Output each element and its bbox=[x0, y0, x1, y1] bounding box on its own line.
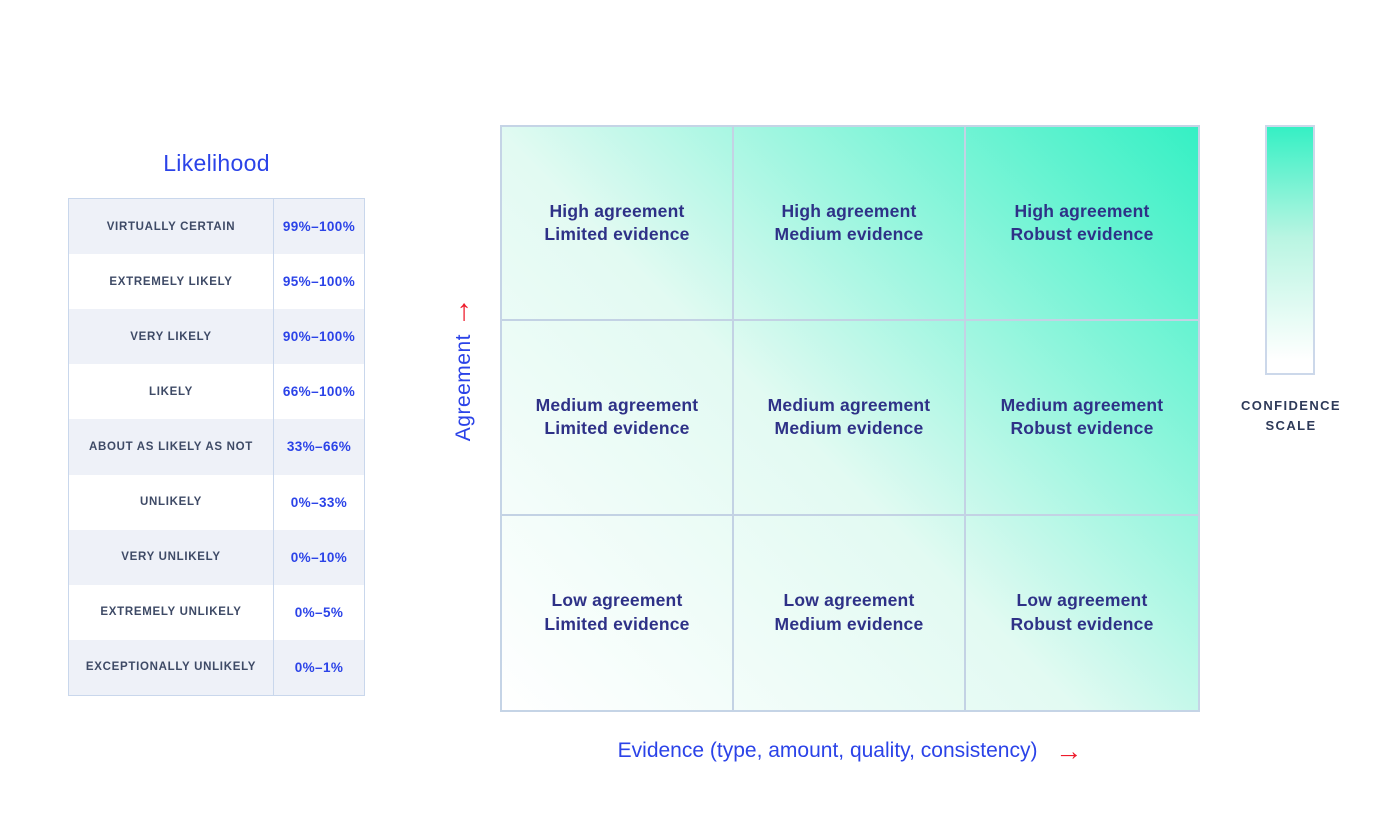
cell-label-line1: Low agreement bbox=[551, 590, 683, 611]
cell-label-line2: Medium evidence bbox=[774, 613, 924, 634]
cell-label-line1: High agreement bbox=[781, 200, 917, 221]
matrix-cell-medium-medium: Medium agreement Medium evidence bbox=[734, 321, 966, 516]
likelihood-table: VIRTUALLY CERTAIN 99%–100% EXTREMELY LIK… bbox=[68, 198, 365, 696]
matrix-cell-low-medium: Low agreement Medium evidence bbox=[734, 515, 966, 710]
likelihood-title: Likelihood bbox=[163, 150, 270, 176]
likelihood-range: 0%–5% bbox=[273, 584, 364, 640]
likelihood-range: 66%–100% bbox=[273, 364, 364, 420]
y-axis: ↑ Agreement bbox=[438, 294, 490, 442]
likelihood-range: 0%–10% bbox=[273, 529, 364, 585]
likelihood-term: VERY LIKELY bbox=[130, 330, 212, 343]
table-row: LIKELY 66%–100% bbox=[69, 364, 364, 420]
cell-label-line2: Limited evidence bbox=[544, 613, 690, 634]
matrix-cell-high-robust: High agreement Robust evidence bbox=[966, 127, 1198, 322]
matrix-cell-high-medium: High agreement Medium evidence bbox=[734, 127, 966, 322]
matrix-cell-high-limited: High agreement Limited evidence bbox=[502, 127, 734, 322]
cell-label-line1: Low agreement bbox=[1016, 590, 1148, 611]
cell-label-line2: Robust evidence bbox=[1010, 613, 1154, 634]
confidence-scale-label: CONFIDENCE SCALE bbox=[1231, 396, 1351, 436]
likelihood-range: 33%–66% bbox=[273, 419, 364, 475]
table-row: VERY LIKELY 90%–100% bbox=[69, 309, 364, 365]
table-row: EXTREMELY LIKELY 95%–100% bbox=[69, 254, 364, 310]
matrix-cell-low-robust: Low agreement Robust evidence bbox=[966, 516, 1198, 710]
confidence-scale-gradient-bar bbox=[1265, 125, 1315, 375]
likelihood-range: 95%–100% bbox=[273, 254, 364, 310]
cell-label-line2: Limited evidence bbox=[544, 418, 690, 439]
cell-label-line2: Medium evidence bbox=[774, 418, 924, 439]
cell-label-line2: Robust evidence bbox=[1010, 418, 1154, 439]
confidence-matrix: High agreement Limited evidence High agr… bbox=[500, 125, 1200, 712]
likelihood-term: VERY UNLIKELY bbox=[121, 551, 221, 564]
likelihood-term: UNLIKELY bbox=[139, 496, 203, 509]
matrix-cell-medium-limited: Medium agreement Limited evidence bbox=[502, 321, 734, 516]
up-arrow-icon: ↑ bbox=[456, 294, 472, 327]
right-arrow-icon: → bbox=[1055, 736, 1083, 766]
cell-label-line2: Medium evidence bbox=[774, 224, 924, 245]
likelihood-range: 99%–100% bbox=[273, 199, 364, 255]
likelihood-term: VIRTUALLY CERTAIN bbox=[106, 220, 236, 233]
likelihood-term: EXTREMELY LIKELY bbox=[109, 275, 233, 288]
matrix-cell-medium-robust: Medium agreement Robust evidence bbox=[966, 321, 1198, 516]
table-row: VERY UNLIKELY 0%–10% bbox=[69, 529, 364, 585]
likelihood-term: EXTREMELY UNLIKELY bbox=[100, 606, 242, 619]
likelihood-term: EXCEPTIONALLY UNLIKELY bbox=[85, 661, 257, 674]
x-axis: Evidence (type, amount, quality, consist… bbox=[500, 736, 1200, 767]
likelihood-range: 0%–1% bbox=[273, 639, 364, 695]
cell-label-line1: High agreement bbox=[1014, 200, 1150, 221]
likelihood-range: 0%–33% bbox=[273, 474, 364, 530]
cell-label-line2: Limited evidence bbox=[544, 224, 690, 245]
confidence-scale-label-line2: SCALE bbox=[1265, 418, 1317, 434]
likelihood-range: 90%–100% bbox=[273, 309, 364, 365]
likelihood-term: LIKELY bbox=[148, 385, 194, 398]
cell-label-line2: Robust evidence bbox=[1010, 224, 1154, 245]
table-row: EXTREMELY UNLIKELY 0%–5% bbox=[69, 584, 364, 640]
confidence-scale-label-line1: CONFIDENCE bbox=[1241, 398, 1341, 413]
cell-label-line1: Medium agreement bbox=[1000, 394, 1164, 415]
cell-label-line1: High agreement bbox=[549, 200, 685, 221]
table-row: ABOUT AS LIKELY AS NOT 33%–66% bbox=[69, 419, 364, 475]
cell-label-line1: Medium agreement bbox=[767, 394, 931, 415]
cell-label-line1: Medium agreement bbox=[535, 394, 699, 415]
likelihood-term: ABOUT AS LIKELY AS NOT bbox=[88, 440, 254, 453]
x-axis-label: Evidence (type, amount, quality, consist… bbox=[617, 739, 1038, 762]
table-row: VIRTUALLY CERTAIN 99%–100% bbox=[69, 199, 364, 255]
table-row: EXCEPTIONALLY UNLIKELY 0%–1% bbox=[69, 639, 364, 695]
matrix-cell-low-limited: Low agreement Limited evidence bbox=[502, 515, 734, 710]
table-row: UNLIKELY 0%–33% bbox=[69, 474, 364, 530]
cell-label-line1: Low agreement bbox=[783, 590, 915, 611]
y-axis-label: Agreement bbox=[452, 334, 475, 442]
